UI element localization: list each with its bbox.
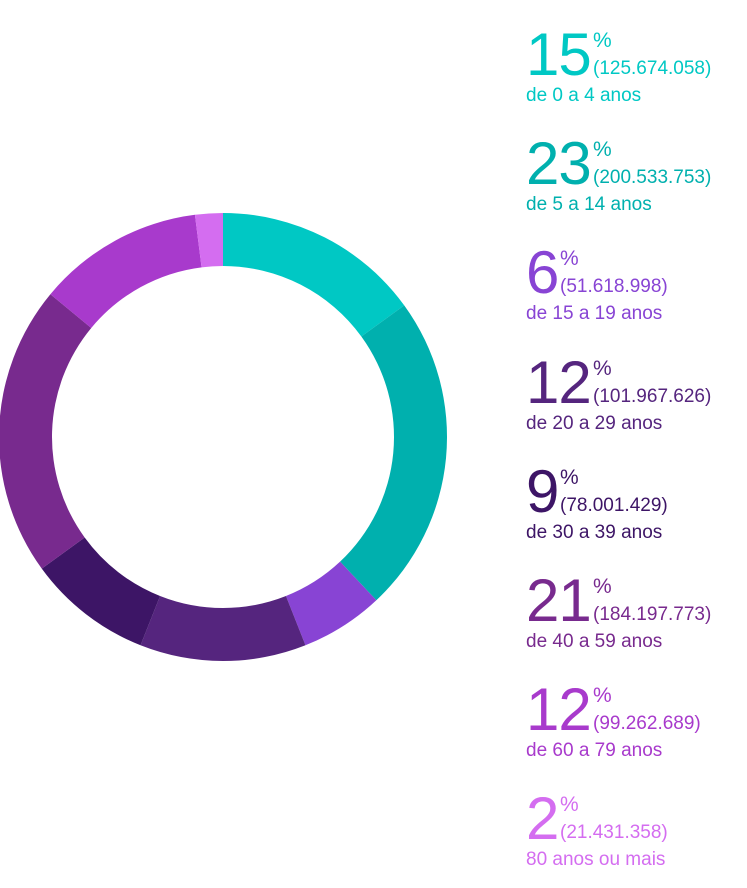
donut-slice-7 (194, 213, 223, 268)
donut-slices (0, 213, 448, 661)
legend-age-range: de 0 a 4 anos (526, 85, 642, 106)
legend-entry-20-29: 12 % (101.967.626) de 20 a 29 anos (526, 348, 747, 452)
legend-count: (78.001.429) (560, 494, 668, 516)
legend-entry-15-19: 6 % (51.618.998) de 15 a 19 anos (526, 242, 747, 342)
legend-age-range: de 40 a 59 anos (526, 631, 663, 652)
legend-percent: 12 (526, 348, 592, 416)
legend-age-range: de 15 a 19 anos (526, 303, 663, 325)
legend-percent-sign: % (593, 684, 612, 708)
donut-slice-4 (41, 537, 161, 646)
legend-percent-sign: % (560, 793, 579, 817)
legend-percent: 6 (526, 239, 559, 307)
legend-percent: 21 (526, 567, 592, 634)
legend-percent-sign: % (560, 465, 579, 489)
legend-count: (101.967.626) (593, 385, 712, 407)
legend-entry-5-14: 23 % (200.533.753) de 5 a 14 anos (526, 133, 747, 233)
legend-count: (200.533.753) (593, 167, 712, 189)
legend-percent-sign: % (593, 29, 612, 52)
legend-percent: 2 (526, 785, 559, 853)
donut-chart (0, 213, 448, 661)
legend-count: (99.262.689) (593, 713, 701, 735)
legend-percent-sign: % (593, 575, 612, 598)
legend-entry-80-plus: 2 % (21.431.358) 80 anos ou mais (526, 788, 747, 888)
legend-count: (21.431.358) (560, 822, 668, 844)
legend-percent: 15 (526, 21, 592, 88)
legend-count: (184.197.773) (593, 604, 712, 625)
donut-slice-2 (285, 561, 377, 646)
legend-count: (125.674.058) (593, 58, 712, 79)
donut-slice-6 (50, 214, 202, 329)
legend-entry-40-59: 21 % (184.197.773) de 40 a 59 anos (526, 570, 747, 670)
legend-age-range: de 60 a 79 anos (526, 740, 663, 762)
legend-percent-sign: % (593, 138, 612, 162)
legend-age-range: de 30 a 39 anos (526, 521, 663, 543)
legend-age-range: de 5 a 14 anos (526, 194, 652, 216)
legend-age-range: 80 anos ou mais (526, 849, 666, 871)
donut-slice-3 (140, 595, 306, 661)
legend-age-range: de 20 a 29 anos (526, 412, 663, 434)
legend-percent: 12 (526, 676, 592, 744)
donut-slice-5 (0, 294, 92, 569)
legend-count: (51.618.998) (560, 276, 668, 298)
legend-percent: 9 (526, 457, 559, 525)
legend-percent: 23 (526, 130, 592, 198)
legend-percent-sign: % (560, 247, 579, 271)
donut-slice-0 (223, 213, 405, 337)
legend-entry-30-39: 9 % (78.001.429) de 30 a 39 anos (526, 457, 747, 561)
legend-percent-sign: % (593, 356, 612, 380)
donut-slice-1 (340, 305, 448, 601)
legend-entry-60-79: 12 % (99.262.689) de 60 a 79 anos (526, 679, 747, 779)
legend-entry-0-4: 15 % (125.674.058) de 0 a 4 anos (526, 24, 747, 124)
